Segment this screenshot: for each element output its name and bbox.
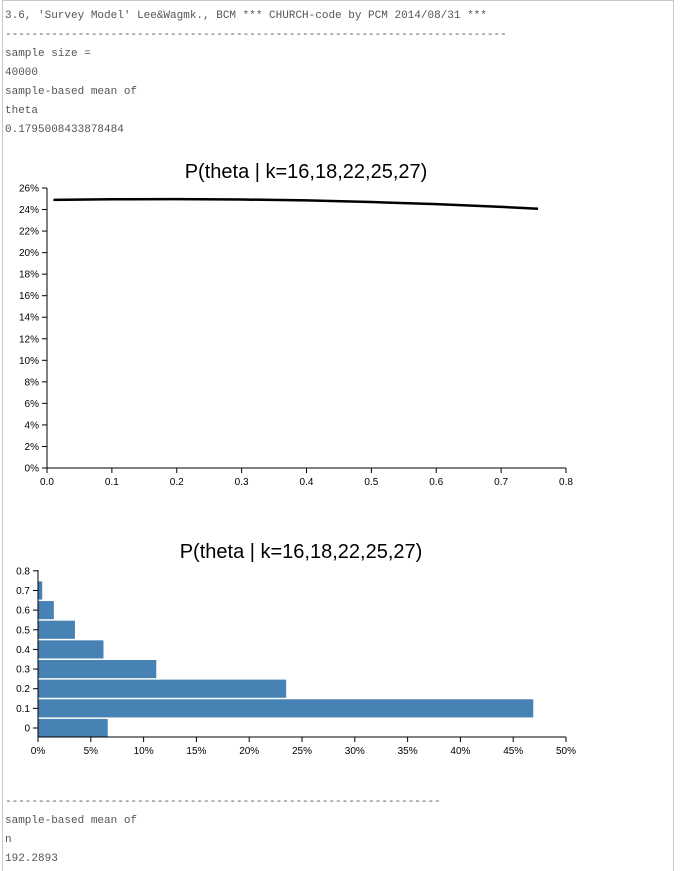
y-tick-label: 24%	[19, 205, 39, 216]
x-tick-label: 0.3	[235, 477, 249, 488]
y-tick-label: 20%	[19, 248, 39, 259]
bar-chart: P(theta | k=16,18,22,25,27) 0 0.1 0.2 0.3 0.4…	[16, 541, 576, 757]
y-tick-label: 0	[24, 724, 30, 735]
mean-variable: theta	[5, 105, 39, 117]
y-tick-label: 0.6	[16, 606, 30, 617]
x-tick-label: 0.6	[429, 477, 443, 488]
x-tick-label: 0.1	[105, 477, 119, 488]
header-line: 3.6, 'Survey Model' Lee&Wagmk., BCM *** …	[5, 10, 487, 22]
bar	[38, 659, 157, 679]
separator-line: ----------------------------------------…	[5, 29, 507, 41]
y-tick-label: 0.7	[16, 586, 30, 597]
x-tick-label: 0%	[31, 746, 46, 757]
y-tick-label: 0%	[25, 464, 40, 475]
x-tick-label: 5%	[84, 746, 99, 757]
bar	[38, 581, 43, 600]
separator-line: ----------------------------------------…	[5, 796, 441, 808]
mean-variable: n	[5, 834, 12, 846]
y-tick-label: 6%	[25, 399, 40, 410]
bar	[38, 699, 534, 718]
y-tick-label: 0.1	[16, 704, 30, 715]
mean-value: 192.2893	[5, 853, 58, 865]
y-tick-label: 4%	[25, 420, 40, 431]
x-tick-label: 0.4	[300, 477, 314, 488]
x-tick-label: 20%	[239, 746, 259, 757]
x-tick-label: 25%	[292, 746, 312, 757]
x-tick-label: 0.8	[559, 477, 573, 488]
mean-label: sample-based mean of	[5, 86, 138, 98]
y-tick-label: 26%	[19, 184, 39, 195]
y-tick-label: 0.3	[16, 665, 30, 676]
x-tick-label: 0.7	[494, 477, 508, 488]
mean-label: sample-based mean of	[5, 815, 138, 827]
chart-title: P(theta | k=16,18,22,25,27)	[180, 541, 423, 563]
y-tick-label: 2%	[25, 442, 40, 453]
x-tick-label: 15%	[186, 746, 206, 757]
mean-value: 0.1795008433878484	[5, 124, 124, 136]
y-tick-label: 8%	[25, 377, 40, 388]
y-tick-label: 18%	[19, 270, 39, 281]
x-tick-label: 40%	[450, 746, 470, 757]
y-tick-label: 12%	[19, 334, 39, 345]
sample-size-value: 40000	[5, 67, 39, 79]
y-tick-label: 0.8	[16, 566, 30, 577]
line-chart: P(theta | k=16,18,22,25,27) 0% 2% 4% 6% 8% 10%…	[19, 161, 573, 488]
y-tick-label: 22%	[19, 227, 39, 238]
bar	[38, 640, 104, 659]
x-tick-label: 30%	[345, 746, 365, 757]
bar	[38, 601, 54, 620]
x-tick-label: 10%	[134, 746, 154, 757]
x-tick-label: 50%	[556, 746, 576, 757]
y-tick-label: 0.5	[16, 625, 30, 636]
x-tick-label: 0.5	[364, 477, 378, 488]
x-tick-label: 0.0	[40, 477, 54, 488]
x-tick-label: 45%	[503, 746, 523, 757]
sample-size-label: sample size =	[5, 48, 91, 60]
x-tick-label: 35%	[398, 746, 418, 757]
y-tick-label: 16%	[19, 291, 39, 302]
bar	[38, 620, 75, 639]
y-tick-label: 0.4	[16, 645, 30, 656]
bar	[38, 679, 287, 698]
chart-title: P(theta | k=16,18,22,25,27)	[185, 161, 428, 183]
y-tick-label: 14%	[19, 313, 39, 324]
bar	[38, 718, 108, 738]
y-tick-label: 10%	[19, 356, 39, 367]
x-tick-label: 0.2	[170, 477, 184, 488]
y-tick-label: 0.2	[16, 684, 30, 695]
series-line	[53, 197, 539, 211]
